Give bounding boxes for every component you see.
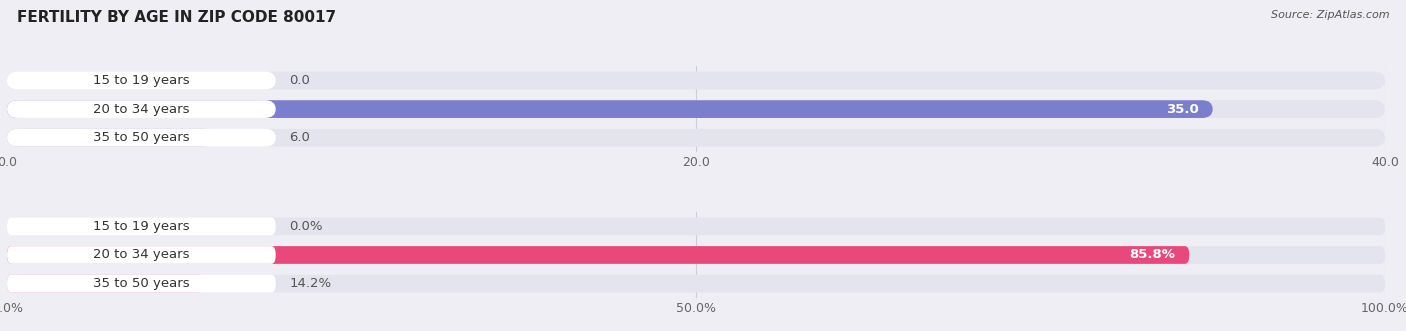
Text: 85.8%: 85.8%	[1129, 249, 1175, 261]
Text: 20 to 34 years: 20 to 34 years	[93, 103, 190, 116]
Text: 35.0: 35.0	[1166, 103, 1199, 116]
Text: 35 to 50 years: 35 to 50 years	[93, 131, 190, 144]
Text: 0.0%: 0.0%	[290, 220, 323, 233]
FancyBboxPatch shape	[7, 246, 1385, 264]
Text: 6.0: 6.0	[290, 131, 311, 144]
FancyBboxPatch shape	[7, 71, 1385, 89]
Text: 15 to 19 years: 15 to 19 years	[93, 74, 190, 87]
Text: 35 to 50 years: 35 to 50 years	[93, 277, 190, 290]
Text: FERTILITY BY AGE IN ZIP CODE 80017: FERTILITY BY AGE IN ZIP CODE 80017	[17, 10, 336, 25]
Text: 20 to 34 years: 20 to 34 years	[93, 249, 190, 261]
FancyBboxPatch shape	[7, 129, 276, 147]
FancyBboxPatch shape	[7, 275, 276, 293]
FancyBboxPatch shape	[7, 246, 276, 264]
FancyBboxPatch shape	[7, 129, 214, 147]
FancyBboxPatch shape	[7, 129, 1385, 147]
FancyBboxPatch shape	[7, 217, 1385, 235]
FancyBboxPatch shape	[7, 100, 1212, 118]
Text: 15 to 19 years: 15 to 19 years	[93, 220, 190, 233]
FancyBboxPatch shape	[7, 275, 1385, 293]
FancyBboxPatch shape	[7, 71, 276, 89]
FancyBboxPatch shape	[7, 217, 276, 235]
Text: 14.2%: 14.2%	[290, 277, 332, 290]
FancyBboxPatch shape	[7, 100, 276, 118]
FancyBboxPatch shape	[7, 100, 1385, 118]
FancyBboxPatch shape	[7, 246, 1189, 264]
FancyBboxPatch shape	[7, 275, 202, 293]
Text: Source: ZipAtlas.com: Source: ZipAtlas.com	[1271, 10, 1389, 20]
Text: 0.0: 0.0	[290, 74, 311, 87]
